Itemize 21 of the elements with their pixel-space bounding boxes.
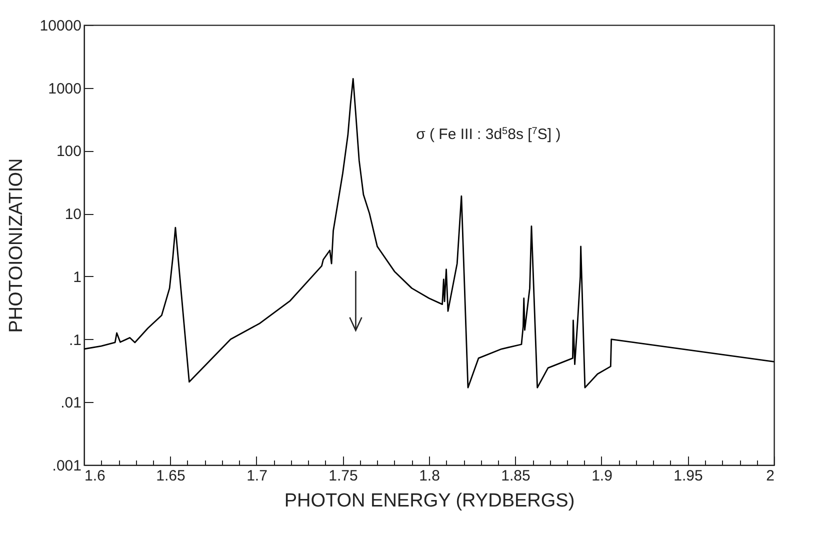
x-tick-label: 1.95 (674, 468, 703, 484)
y-tick-label: 100 (56, 143, 82, 160)
x-tick-label: 1.9 (592, 468, 612, 484)
y-tick-label: 10000 (40, 18, 82, 34)
x-tick-label: 1.85 (501, 468, 530, 484)
x-tick-label: 1.7 (246, 468, 268, 484)
y-tick-label: .01 (60, 394, 82, 412)
y-tick-label: .1 (68, 332, 82, 349)
x-tick-label: 1.8 (419, 468, 440, 484)
y-tick-label: 1 (73, 268, 82, 286)
x-tick-label: 1.75 (328, 468, 358, 484)
line-series (84, 78, 774, 388)
x-tick-label: 1.65 (156, 468, 186, 484)
x-axis-title: PHOTON ENERGY (RYDBERGS) (284, 490, 575, 512)
x-tick-label: 2 (766, 468, 774, 484)
y-axis-title: PHOTOIONIZATION (6, 158, 27, 333)
y-tick-label: .001 (52, 458, 82, 474)
y-tick-label: 1000 (48, 80, 82, 98)
x-tick-label: 1.6 (84, 468, 106, 484)
annotation: σ ( Fe III : 3d$^{5}$8s [$^{7}$S] ) (416, 126, 561, 143)
y-tick-label: 10 (64, 206, 82, 224)
